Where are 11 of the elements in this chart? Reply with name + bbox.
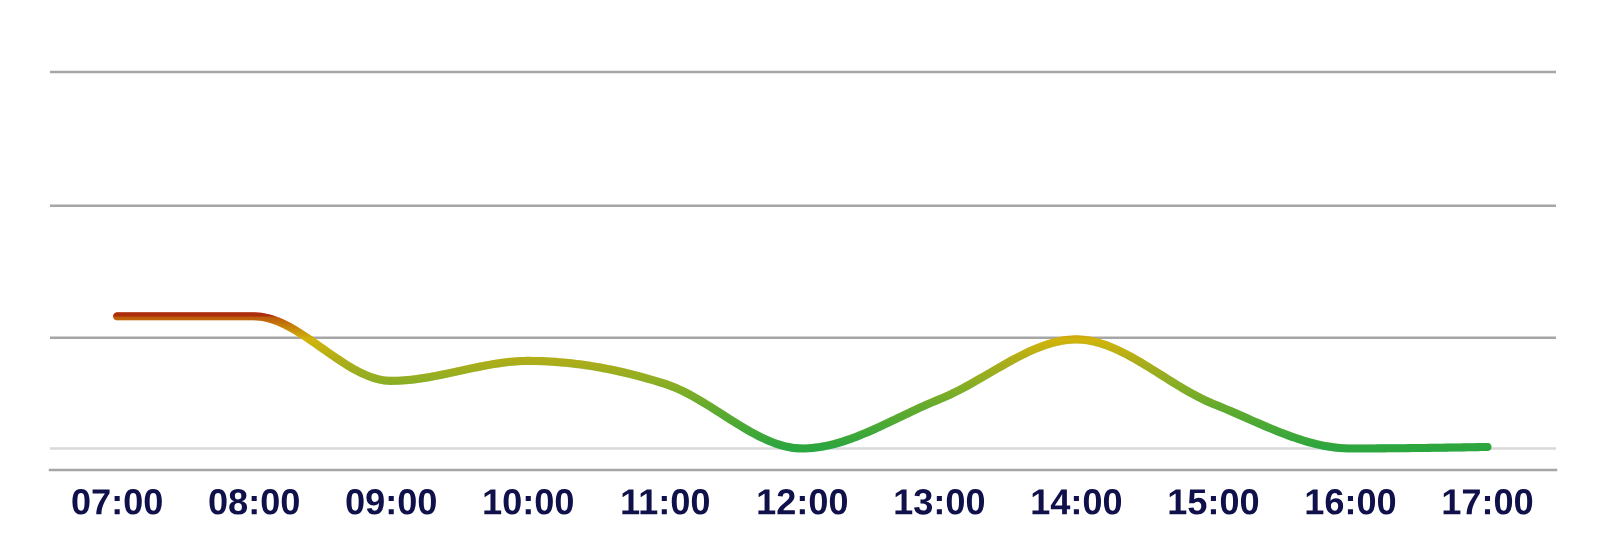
- x-tick-label: 11:00: [622, 489, 709, 515]
- x-tick-label: 09:00: [346, 489, 436, 515]
- x-tick-label: 17:00: [1443, 489, 1533, 515]
- x-tick-label: 13:00: [895, 489, 985, 515]
- x-tick-label: 15:00: [1169, 489, 1259, 515]
- x-tick-label: 12:00: [758, 489, 848, 515]
- x-tick-label: 08:00: [209, 489, 299, 515]
- x-tick-label: 07:00: [72, 489, 162, 515]
- x-tick-label: 16:00: [1306, 489, 1396, 515]
- x-tick-label: 14:00: [1032, 489, 1122, 515]
- x-tick-label: 10:00: [484, 489, 573, 515]
